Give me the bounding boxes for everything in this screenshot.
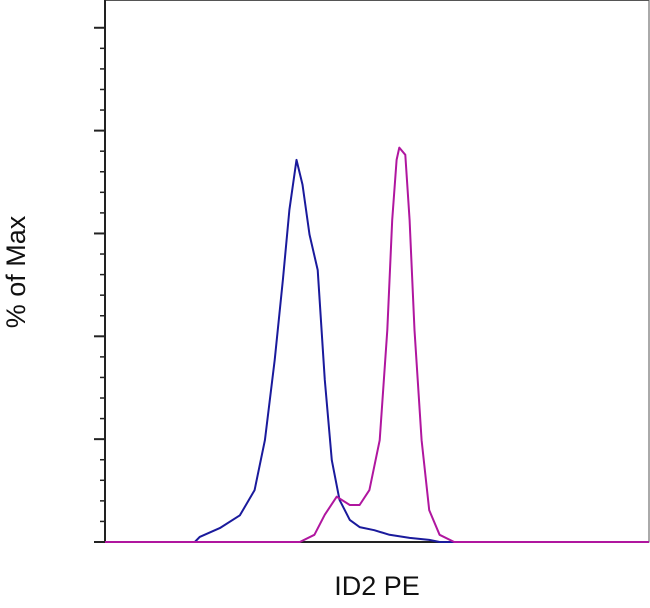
plot-frame xyxy=(104,0,650,543)
x-axis-label: ID2 PE xyxy=(334,571,420,601)
histogram-line xyxy=(105,146,649,543)
histogram-line xyxy=(105,158,649,543)
y-axis-label: % of Max xyxy=(1,215,31,328)
